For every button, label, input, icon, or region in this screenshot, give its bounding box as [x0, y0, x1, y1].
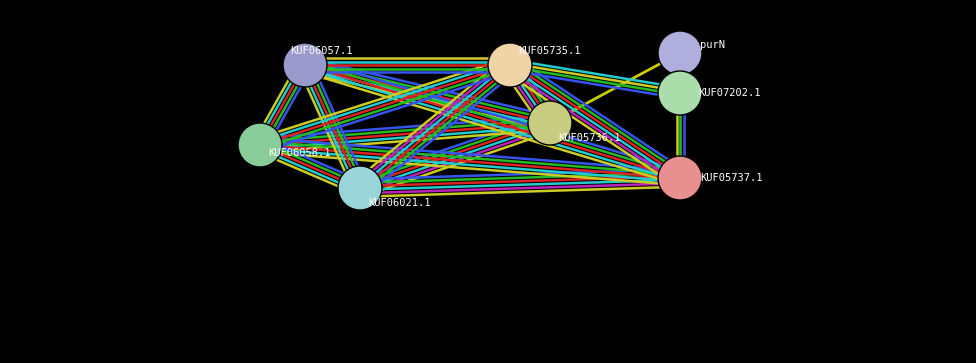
Circle shape [283, 43, 327, 87]
Circle shape [658, 71, 702, 115]
Text: KUF06057.1: KUF06057.1 [290, 46, 352, 56]
Circle shape [488, 43, 532, 87]
Text: KUF07202.1: KUF07202.1 [698, 88, 760, 98]
Circle shape [658, 156, 702, 200]
Text: purN: purN [700, 40, 725, 50]
Text: KUF05737.1: KUF05737.1 [700, 173, 762, 183]
Circle shape [528, 101, 572, 145]
Text: KUF06058.1: KUF06058.1 [268, 148, 331, 158]
Circle shape [658, 31, 702, 75]
Text: KUF05736.1: KUF05736.1 [558, 133, 621, 143]
Circle shape [338, 166, 382, 210]
Text: KUF05735.1: KUF05735.1 [518, 46, 581, 56]
Circle shape [238, 123, 282, 167]
Text: KUF06021.1: KUF06021.1 [368, 198, 430, 208]
